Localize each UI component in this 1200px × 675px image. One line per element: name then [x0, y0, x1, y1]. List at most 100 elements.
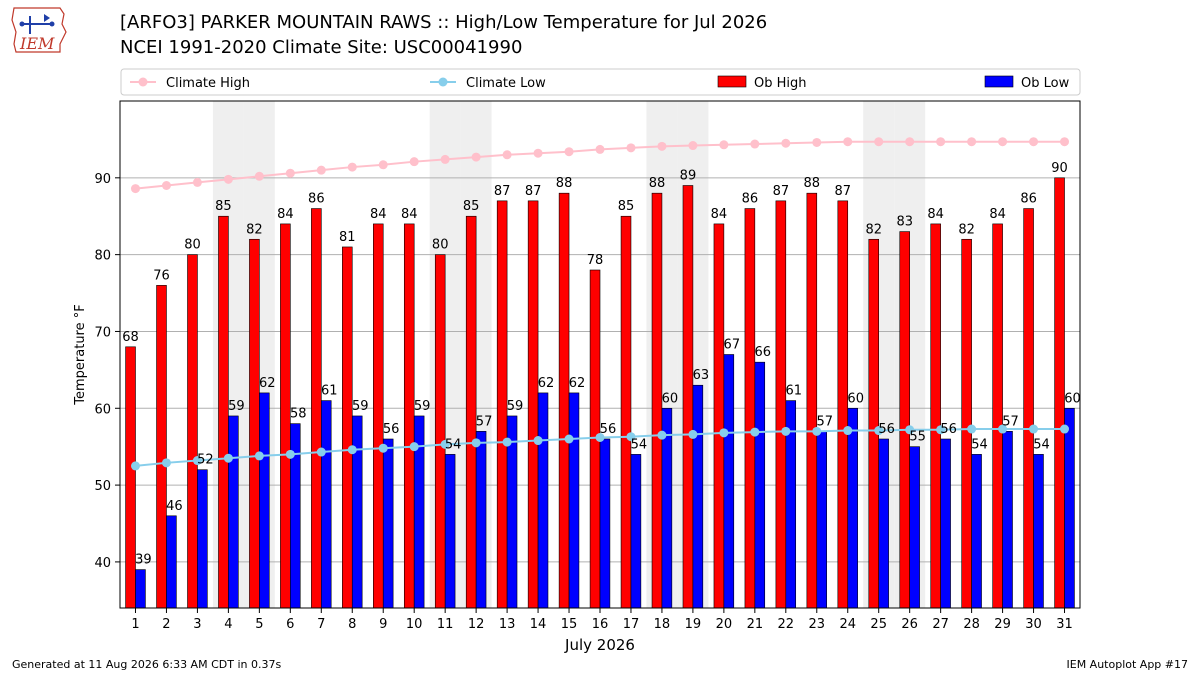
climate-low-point [533, 436, 543, 446]
climate-high-point [905, 137, 915, 147]
ob-low-bar [351, 415, 363, 609]
ob-low-bar [971, 454, 982, 609]
ob-high-label: 84 [711, 207, 728, 222]
climate-high-point [533, 148, 543, 158]
ob-low-label: 54 [631, 437, 648, 452]
ob-low-label: 56 [878, 422, 895, 437]
x-tick-label: 24 [839, 617, 856, 632]
ob-high-bar [403, 223, 415, 609]
x-tick-label: 3 [193, 617, 201, 632]
ob-low-bar [166, 515, 177, 609]
climate-low-point [719, 428, 729, 438]
ob-low-bar [816, 431, 827, 609]
x-tick-label: 28 [963, 617, 980, 632]
climate-low-point [378, 443, 388, 453]
climate-high-point [1060, 137, 1070, 147]
climate-high-point [378, 160, 388, 170]
ob-low-label: 62 [259, 376, 276, 391]
x-tick-label: 5 [255, 617, 263, 632]
climate-high-point [254, 171, 264, 181]
climate-low-point [285, 449, 295, 459]
x-tick-label: 13 [499, 617, 516, 632]
ob-high-bar [961, 238, 972, 609]
ob-high-bar [682, 185, 694, 609]
x-tick-label: 4 [224, 617, 232, 632]
ob-low-label: 54 [971, 437, 988, 452]
x-tick-label: 15 [561, 617, 578, 632]
ob-high-bar [899, 231, 910, 609]
ob-high-label: 87 [525, 184, 542, 199]
ob-low-label: 59 [507, 399, 524, 414]
climate-high-point [998, 137, 1008, 147]
climate-high-point [440, 154, 450, 164]
ob-high-bar [558, 192, 570, 609]
ob-high-label: 78 [587, 253, 604, 268]
ob-low-label: 54 [1033, 437, 1050, 452]
chart-subtitle: NCEI 1991-2020 Climate Site: USC00041990 [120, 37, 523, 58]
ob-high-bar [527, 200, 539, 609]
legend-swatch [984, 75, 1014, 88]
x-tick-label: 12 [468, 617, 485, 632]
climate-low-point [1029, 424, 1039, 434]
ob-low-label: 52 [197, 453, 214, 468]
ob-low-bar [568, 392, 580, 609]
ob-low-label: 62 [538, 376, 555, 391]
climate-low-point [812, 426, 822, 436]
ob-high-bar [1023, 208, 1034, 609]
x-tick-label: 21 [747, 617, 764, 632]
ob-low-label: 58 [290, 407, 307, 422]
ob-low-label: 56 [383, 422, 400, 437]
legend-label: Ob Low [1021, 76, 1070, 91]
x-tick-label: 16 [592, 617, 609, 632]
ob-high-label: 88 [804, 176, 821, 191]
climate-low-point [905, 425, 915, 435]
ob-high-label: 68 [122, 330, 139, 345]
x-tick-label: 11 [437, 617, 454, 632]
ob-high-label: 84 [401, 207, 418, 222]
ob-high-bar [311, 208, 322, 609]
ob-high-label: 82 [865, 222, 882, 237]
legend-label: Ob High [754, 76, 807, 91]
climate-low-point [130, 461, 140, 471]
ob-low-label: 63 [693, 368, 710, 383]
climate-high-point [316, 165, 326, 175]
legend-swatch [717, 75, 747, 88]
ob-low-bar [754, 361, 766, 609]
ob-low-label: 67 [724, 338, 741, 353]
legend-item-climate-high: Climate High [130, 76, 250, 91]
ob-high-bar [218, 215, 229, 609]
climate-low-point [874, 426, 884, 436]
climate-low-point [967, 424, 977, 434]
ob-low-label: 61 [785, 384, 802, 399]
legend-item-climate-low: Climate Low [430, 76, 546, 91]
ob-low-bar [228, 415, 239, 609]
ob-high-label: 86 [1020, 192, 1037, 207]
ob-high-bar [651, 192, 663, 609]
ob-low-label: 57 [1002, 414, 1019, 429]
ob-low-bar [475, 431, 487, 609]
ob-low-label: 57 [816, 414, 833, 429]
climate-low-point [502, 437, 512, 447]
ob-high-bar [775, 200, 787, 609]
x-axis: 1 2 3 4 5 6 7 8 9 10 11 12 13 14 15 16 17 18 19 20 21 22 23 24 2… [131, 608, 1073, 654]
y-tick-label: 70 [94, 325, 111, 340]
climate-high-point [223, 174, 233, 184]
x-tick-label: 27 [932, 617, 949, 632]
legend-label: Climate High [166, 76, 250, 91]
legend-marker [138, 77, 148, 87]
ob-low-bar [382, 438, 394, 609]
climate-low-point [657, 430, 667, 440]
x-tick-label: 7 [317, 617, 325, 632]
climate-high-point [409, 157, 419, 167]
ob-high-label: 80 [184, 238, 201, 253]
climate-low-point [750, 427, 760, 437]
climate-high-point [626, 143, 636, 153]
ob-low-label: 62 [569, 376, 586, 391]
app-label: IEM Autoplot App #17 [1066, 658, 1189, 671]
climate-low-point [626, 432, 636, 442]
climate-high-point [657, 141, 667, 151]
climate-low-point [936, 425, 946, 435]
ob-low-bar [444, 454, 456, 609]
ob-high-bar [434, 254, 446, 609]
climate-low-point [1060, 424, 1070, 434]
